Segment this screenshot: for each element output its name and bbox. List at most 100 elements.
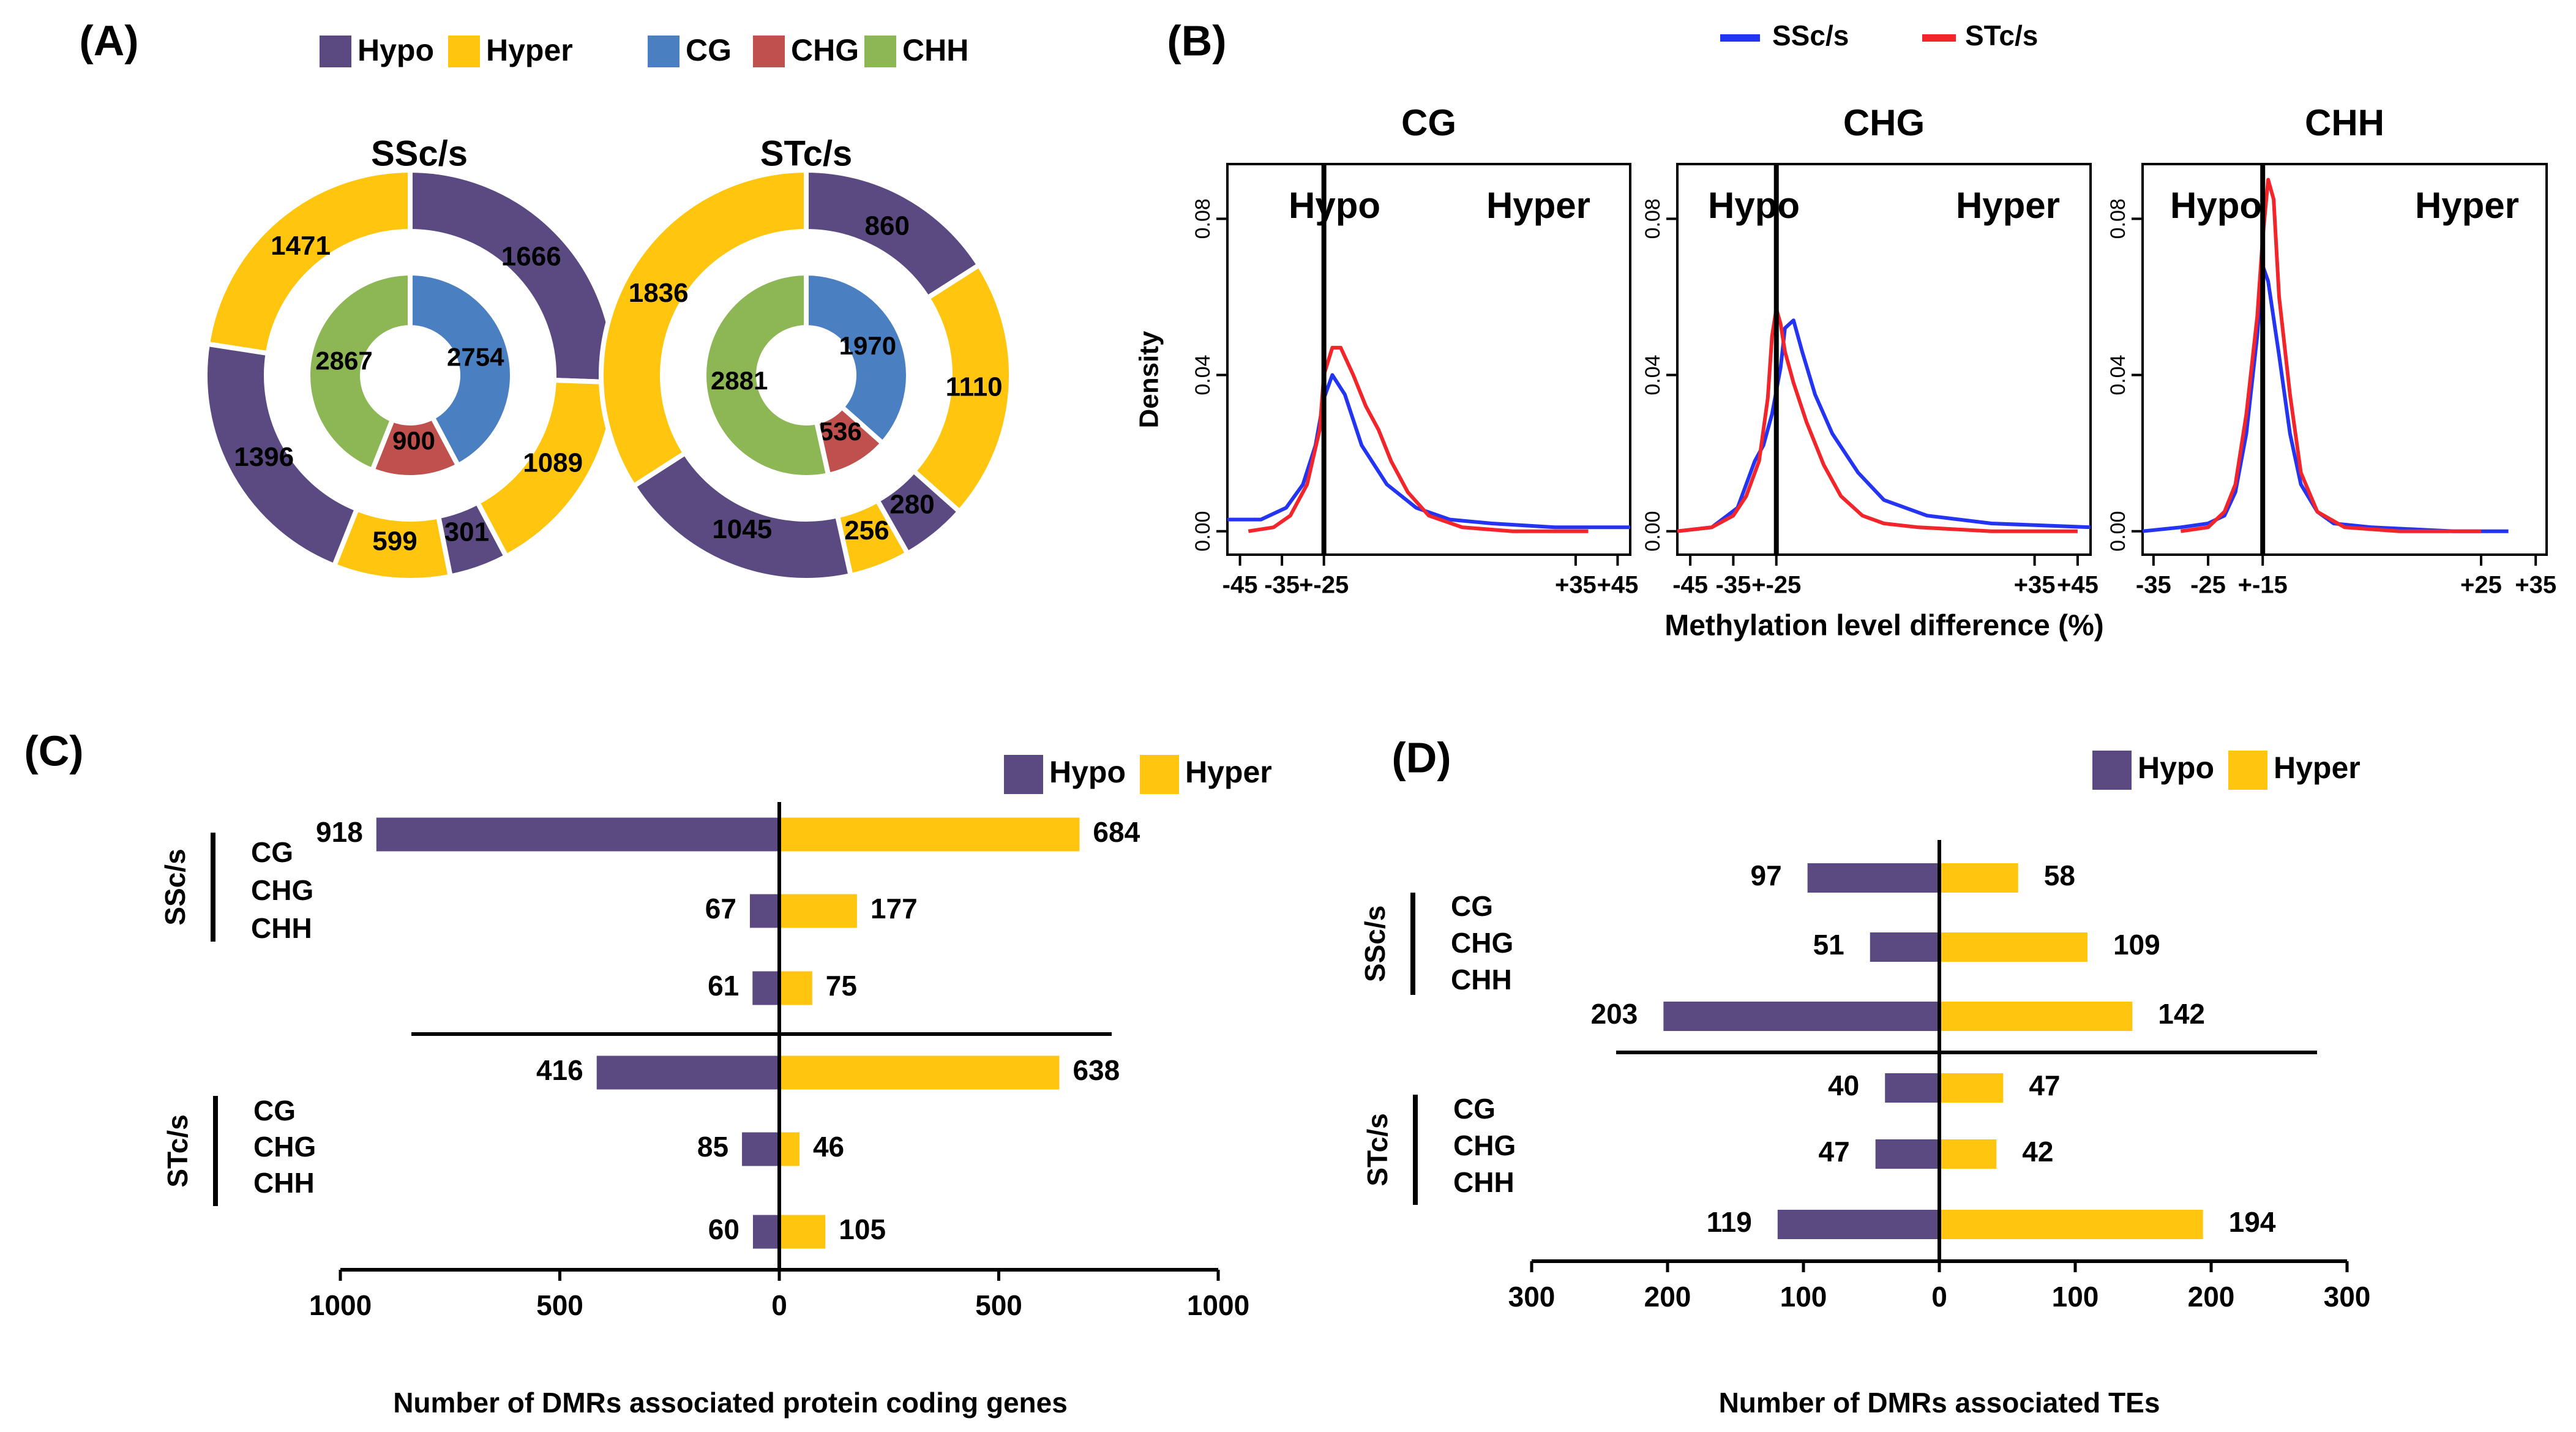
legend-swatch-hyper (1140, 755, 1179, 794)
donut-outer-value-label: 280 (889, 489, 934, 519)
donut-outer-value-label: 256 (844, 515, 889, 545)
donut-inner-segment-cg (408, 270, 515, 469)
bar-hypo (742, 1132, 779, 1166)
x-tick-label: +-25 (1299, 572, 1349, 599)
context-label-chh: CHH (251, 912, 312, 944)
x-tick-label: +35 (2515, 572, 2556, 599)
x-tick-label: +45 (2057, 572, 2099, 599)
donut-outer-segment-hyper (910, 261, 1014, 515)
bar-value-hypo: 85 (697, 1131, 728, 1163)
bar-hypo (1885, 1073, 1939, 1103)
bar-value-hypo: 416 (536, 1054, 583, 1086)
panel-label-c: (C) (24, 727, 83, 774)
legend-swatch-chh (864, 36, 896, 67)
x-tick-label: 100 (2052, 1281, 2099, 1313)
donut-outer-segment-hypo (203, 341, 361, 569)
context-label-chg: CHG (251, 874, 313, 906)
x-axis-label: Number of DMRs associated protein coding… (393, 1387, 1068, 1419)
x-axis-label: Number of DMRs associated TEs (1719, 1387, 2160, 1419)
x-tick-label: -45 (1222, 572, 1258, 599)
context-label-chg: CHG (1453, 1130, 1516, 1161)
donut-outer-value-label: 1045 (712, 514, 772, 544)
x-tick-label: 500 (536, 1289, 583, 1321)
context-label-cg: CG (253, 1095, 296, 1126)
bar-value-hyper: 46 (813, 1131, 844, 1163)
legend-label-cg: CG (686, 33, 732, 67)
x-tick-label: -25 (2190, 572, 2226, 599)
legend-swatch-cg (648, 36, 680, 67)
legend-swatch-hypo (1004, 755, 1043, 794)
bar-value-hyper: 47 (2029, 1070, 2060, 1101)
y-axis-label: Density (1134, 331, 1164, 428)
legend-label-hyper: Hyper (2274, 751, 2361, 785)
region-label-hyper: Hyper (1956, 185, 2060, 226)
bar-hyper (1939, 932, 2087, 962)
bar-hypo (1870, 932, 1939, 962)
x-tick-label: 1000 (1187, 1289, 1249, 1321)
region-label-hypo: Hypo (2170, 185, 2262, 226)
legend-label-chg: CHG (791, 33, 859, 67)
donut-outer-value-label: 1396 (234, 442, 294, 472)
donut-inner-segment-cg (804, 270, 911, 447)
x-tick-label: -35 (1716, 572, 1751, 599)
legend-label-stc: STc/s (1965, 20, 2038, 51)
legend-swatch-hypo (2092, 751, 2132, 790)
region-label-hyper: Hyper (1486, 185, 1590, 226)
legend-label-ssc: SSc/s (1772, 20, 1849, 51)
bar-value-hypo: 67 (705, 893, 736, 924)
legend-swatch-hyper (2228, 751, 2267, 790)
bar-value-hyper: 42 (2022, 1136, 2053, 1168)
bar-hyper (779, 1055, 1060, 1090)
bar-hyper (779, 1215, 826, 1249)
region-label-hyper: Hyper (2415, 185, 2519, 226)
x-axis-label: Methylation level difference (%) (1664, 610, 2104, 642)
x-tick-label: -35 (2136, 572, 2171, 599)
density-line-stc (1677, 307, 2078, 533)
donut-inner-value-label: 900 (392, 426, 435, 455)
context-label-cg: CG (1453, 1093, 1496, 1125)
y-tick-label: 0.04 (1191, 354, 1215, 395)
x-tick-label: 0 (771, 1289, 787, 1321)
bar-value-hyper: 177 (871, 893, 918, 924)
bar-hypo (596, 1055, 779, 1090)
bar-hyper (1939, 1210, 2203, 1239)
bar-hyper (1939, 1002, 2133, 1031)
bar-value-hyper: 194 (2229, 1206, 2276, 1238)
legend-swatch-chg (753, 36, 785, 67)
legend-swatch-hyper (448, 36, 480, 67)
bar-value-hyper: 109 (2113, 929, 2160, 961)
legend-label-hypo: Hypo (2138, 751, 2214, 785)
donut-outer-value-label: 1836 (629, 278, 689, 308)
density-line-stc (1248, 345, 1589, 533)
y-tick-label: 0.04 (1641, 354, 1664, 395)
bar-value-hyper: 105 (839, 1213, 886, 1245)
region-label-hypo: Hypo (1289, 185, 1380, 226)
y-tick-label: 0.04 (2106, 354, 2130, 395)
bar-value-hypo: 51 (1813, 929, 1844, 961)
bar-hyper (779, 817, 1080, 852)
x-tick-label: -45 (1672, 572, 1708, 599)
bar-hypo (376, 817, 779, 852)
density-plot-title: CG (1401, 102, 1456, 143)
donut-title: SSc/s (371, 133, 468, 173)
y-tick-label: 0.00 (2106, 511, 2130, 552)
group-label: STc/s (162, 1114, 193, 1187)
bar-value-hypo: 203 (1591, 998, 1638, 1030)
donut-inner-value-label: 536 (819, 417, 862, 446)
donut-outer-value-label: 301 (444, 517, 489, 547)
bar-value-hypo: 47 (1818, 1136, 1849, 1168)
bar-value-hyper: 142 (2158, 998, 2205, 1030)
donut-outer-value-label: 599 (372, 526, 417, 556)
bar-value-hyper: 58 (2044, 860, 2075, 891)
bar-value-hyper: 684 (1093, 816, 1140, 848)
x-tick-label: 200 (1644, 1281, 1691, 1313)
bar-hyper (779, 1132, 799, 1166)
bar-value-hypo: 40 (1828, 1070, 1859, 1101)
x-tick-label: +25 (2460, 572, 2502, 599)
x-tick-label: 0 (1931, 1281, 1947, 1313)
density-line-stc (2180, 178, 2481, 533)
bar-value-hypo: 918 (316, 816, 363, 848)
bar-hyper (1939, 1073, 2004, 1103)
legend-swatch-hypo (320, 36, 351, 67)
